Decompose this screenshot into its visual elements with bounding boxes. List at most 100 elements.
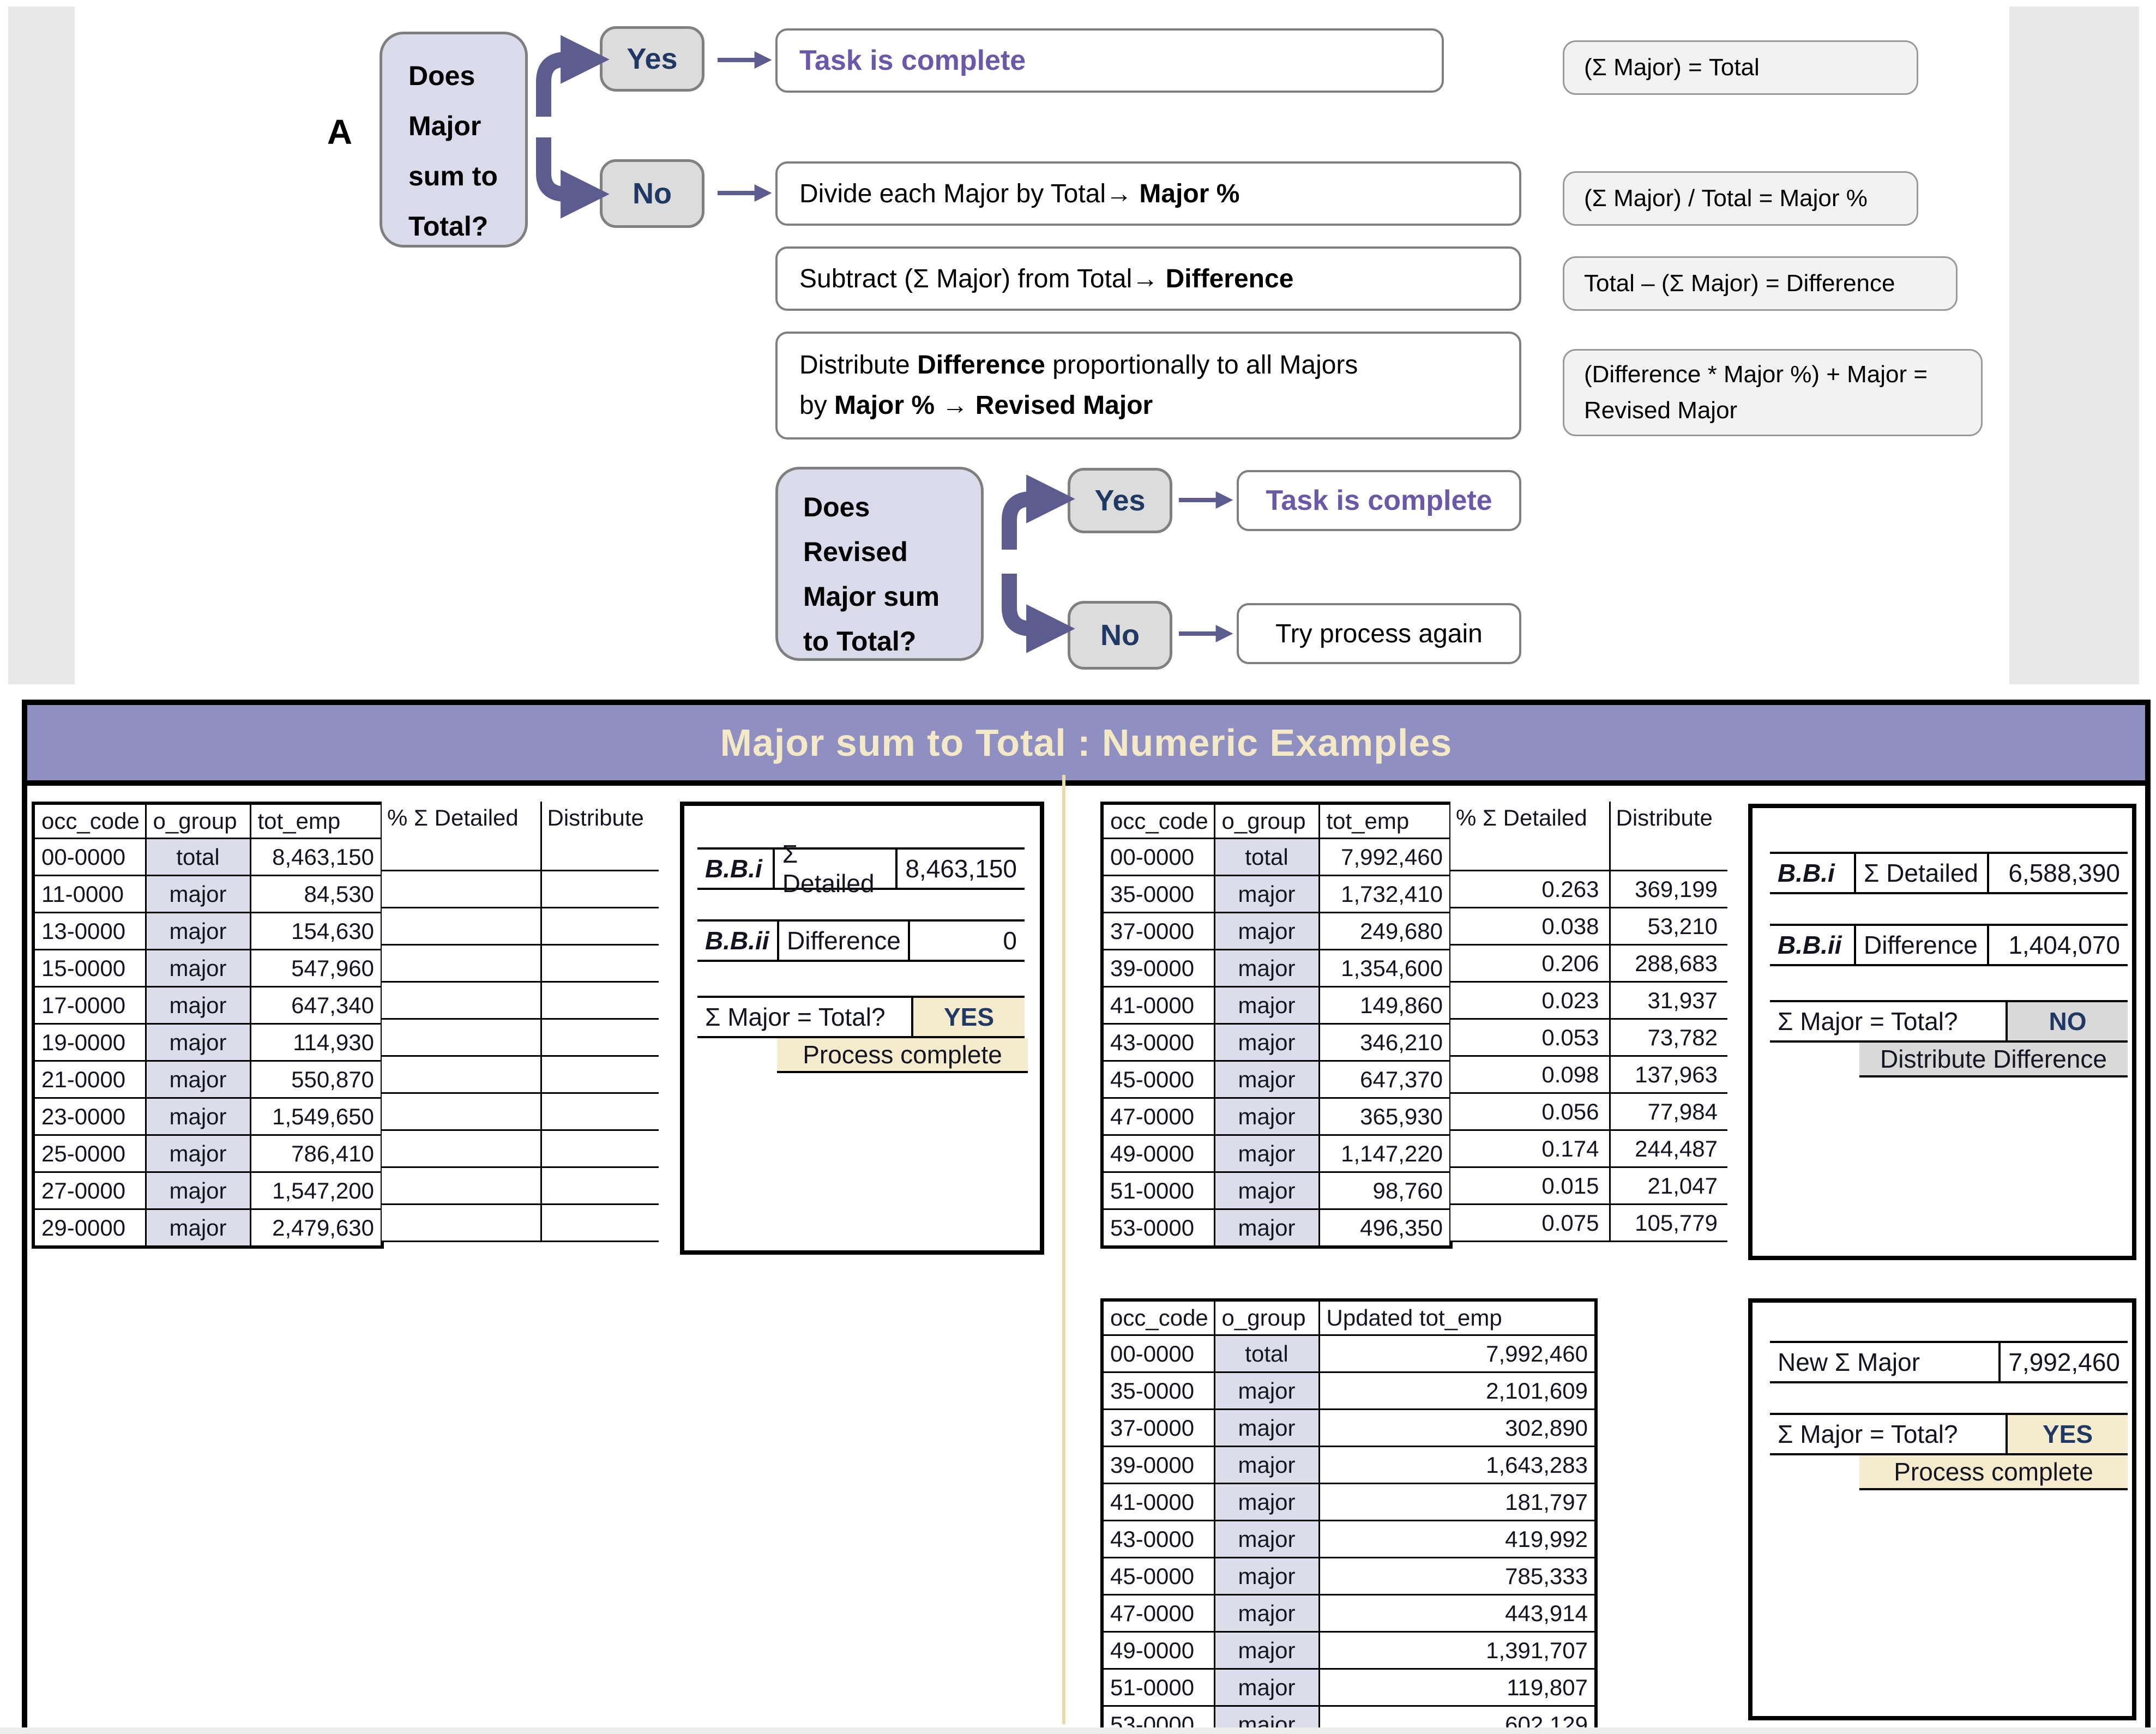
cell-o-group: major	[144, 986, 251, 1025]
cell-distribute	[1610, 834, 1727, 871]
cell-pct-detailed: 0.056	[1450, 1093, 1611, 1131]
cell-tot-emp: 647,340	[249, 986, 383, 1025]
cell-tot-emp: 2,479,630	[249, 1208, 383, 1248]
table-row	[382, 944, 659, 983]
cell-o-group: major	[144, 1097, 251, 1136]
check-result: NO	[2006, 1002, 2128, 1040]
cell-pct-detailed: 0.174	[1450, 1130, 1611, 1168]
cell-occ-code: 45-0000	[1101, 1060, 1215, 1099]
step-ref-label: B.B.ii	[705, 926, 769, 955]
cell-o-group: major	[144, 949, 251, 988]
col-header-pct-detailed: % Σ Detailed	[382, 802, 542, 834]
right-example-table: occ_code o_group tot_emp 00-0000 total 7…	[1100, 802, 1453, 1249]
cell-pct-detailed	[1450, 834, 1611, 871]
table-row: 47-0000 major 443,914	[1101, 1594, 1597, 1633]
table-row: 49-0000 major 1,147,220	[1101, 1134, 1452, 1173]
cell-occ-code: 37-0000	[1101, 912, 1215, 950]
cell-o-group: major	[1213, 1023, 1320, 1062]
cell-pct-detailed	[382, 834, 542, 871]
cell-distribute	[541, 907, 659, 946]
cell-occ-code: 00-0000	[32, 838, 147, 876]
cell-o-group: major	[144, 912, 251, 950]
cell-occ-code: 27-0000	[32, 1171, 147, 1210]
cell-o-group: major	[1213, 1134, 1320, 1173]
cell-distribute	[541, 1019, 659, 1057]
cell-occ-code: 13-0000	[32, 912, 147, 950]
table-row: 39-0000 major 1,354,600	[1101, 949, 1452, 988]
col-header-updated-tot-emp: Updated tot_emp	[1318, 1299, 1597, 1336]
step-text: Distribute	[799, 350, 918, 380]
table-row: 00-0000 total 7,992,460	[1101, 1334, 1597, 1373]
col-header-distribute: Distribute	[547, 805, 644, 830]
new-sum-value: 7,992,460	[1998, 1343, 2128, 1381]
cell-updated-tot-emp: 302,890	[1318, 1408, 1597, 1447]
table-row: 0.015 21,047	[1450, 1167, 1727, 1205]
right-summary-box: B.B.i Σ Detailed 6,588,390 B.B.ii Differ…	[1748, 804, 2136, 1260]
cell-occ-code: 35-0000	[1101, 1371, 1215, 1410]
cell-o-group: total	[1213, 1334, 1320, 1373]
sum-detailed-label: Σ Detailed	[1854, 854, 1987, 892]
cell-o-group: major	[1213, 1520, 1320, 1558]
cell-o-group: major	[1213, 1208, 1320, 1248]
table-row	[382, 1093, 659, 1131]
right-aux-body: 0.263 369,199 0.038 53,210 0.206 288,683…	[1450, 834, 1727, 1242]
cell-pct-detailed: 0.023	[1450, 982, 1611, 1020]
cell-updated-tot-emp: 119,807	[1318, 1668, 1597, 1707]
cell-tot-emp: 346,210	[1318, 1023, 1452, 1062]
step-distribute-box: Distribute Difference proportionally to …	[775, 332, 1521, 439]
cell-o-group: major	[144, 1023, 251, 1062]
process-note: Process complete	[1859, 1455, 2128, 1490]
cell-tot-emp: 1,547,200	[249, 1171, 383, 1210]
cell-o-group: major	[1213, 912, 1320, 950]
cell-o-group: major	[1213, 1097, 1320, 1136]
cell-occ-code: 49-0000	[1101, 1631, 1215, 1670]
table-row	[382, 1130, 659, 1168]
check-result: YES	[2006, 1415, 2128, 1453]
cell-tot-emp: 1,354,600	[1318, 949, 1452, 988]
table-row: 49-0000 major 1,391,707	[1101, 1631, 1597, 1670]
sum-detailed-value: 8,463,150	[895, 850, 1025, 888]
cell-updated-tot-emp: 785,333	[1318, 1557, 1597, 1595]
cell-o-group: major	[144, 1134, 251, 1173]
difference-value: 1,404,070	[1987, 926, 2128, 964]
cell-occ-code: 11-0000	[32, 875, 147, 913]
step-text: Divide each Major by Total	[799, 179, 1106, 208]
table-row: 51-0000 major 119,807	[1101, 1668, 1597, 1707]
step-ref-label: B.B.i	[1778, 859, 1835, 887]
decision-line: Does	[803, 492, 870, 522]
cell-distribute	[541, 944, 659, 983]
table-row: 39-0000 major 1,643,283	[1101, 1446, 1597, 1484]
formula-sum-equals-total: (Σ Major) = Total	[1563, 40, 1918, 95]
decision-revised-major-sum: Does Revised Major sum to Total?	[775, 467, 984, 661]
right-table-body: 00-0000 total 7,992,460 35-0000 major 1,…	[1101, 838, 1452, 1248]
try-again-box: Try process again	[1237, 603, 1521, 664]
yes-node-1: Yes	[600, 26, 704, 92]
table-row: 17-0000 major 647,340	[32, 986, 383, 1025]
table-row: 0.263 369,199	[1450, 870, 1727, 908]
col-header-pct-detailed: % Σ Detailed	[1450, 802, 1611, 834]
decision-major-sum-to-total: Does Major sum to Total?	[380, 32, 528, 248]
decision-line: Total?	[408, 211, 489, 242]
header-row: occ_code o_group tot_emp	[1101, 802, 1452, 839]
table-row: 41-0000 major 181,797	[1101, 1483, 1597, 1521]
curved-arrow-no-1	[536, 137, 610, 219]
cell-o-group: major	[1213, 1171, 1320, 1210]
cell-pct-detailed: 0.053	[1450, 1019, 1611, 1057]
cell-distribute	[541, 982, 659, 1020]
cell-updated-tot-emp: 2,101,609	[1318, 1371, 1597, 1410]
table-row	[382, 982, 659, 1020]
left-example-aux-columns: % Σ Detailed Distribute	[382, 802, 659, 1242]
check-label: Σ Major = Total?	[1778, 1420, 1958, 1448]
cell-occ-code: 43-0000	[1101, 1520, 1215, 1558]
cell-pct-detailed	[382, 907, 542, 946]
cell-updated-tot-emp: 443,914	[1318, 1594, 1597, 1633]
cell-occ-code: 15-0000	[32, 949, 147, 988]
cell-o-group: total	[144, 838, 251, 876]
cell-tot-emp: 149,860	[1318, 986, 1452, 1025]
cell-occ-code: 41-0000	[1101, 1483, 1215, 1521]
cell-distribute: 73,782	[1610, 1019, 1727, 1057]
check-row: Σ Major = Total? YES	[697, 996, 1025, 1038]
cell-tot-emp: 84,530	[249, 875, 383, 913]
cell-pct-detailed: 0.075	[1450, 1204, 1611, 1242]
